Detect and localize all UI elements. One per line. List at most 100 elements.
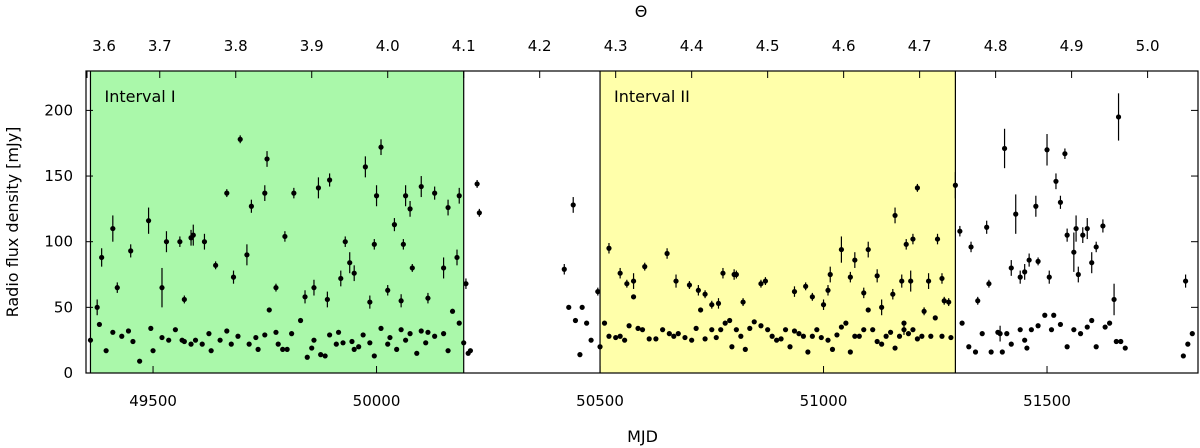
data-point: [890, 291, 896, 297]
data-point: [892, 212, 898, 219]
data-point: [327, 177, 333, 183]
data-point: [340, 340, 346, 346]
data-point: [1100, 223, 1106, 229]
data-point: [333, 341, 339, 347]
data-point: [986, 281, 992, 287]
data-point: [773, 337, 780, 343]
data-point: [235, 333, 241, 339]
data-point: [695, 287, 701, 293]
top-tick-label: 3.6: [92, 37, 116, 55]
data-point: [588, 337, 594, 343]
data-point: [671, 333, 677, 339]
data-point: [740, 299, 746, 305]
data-point: [248, 203, 254, 209]
data-point: [432, 190, 438, 196]
data-point: [673, 278, 679, 284]
data-point: [425, 329, 431, 335]
data-point: [919, 333, 925, 339]
data-point: [999, 349, 1005, 355]
data-point: [463, 281, 469, 287]
data-point: [190, 232, 196, 238]
data-point: [698, 307, 704, 313]
data-point: [805, 349, 811, 355]
data-point: [311, 337, 317, 343]
data-point: [322, 353, 328, 359]
data-point: [1057, 199, 1064, 205]
data-point: [391, 222, 398, 228]
data-point: [338, 275, 344, 282]
data-point: [206, 331, 212, 337]
data-point: [762, 278, 769, 284]
data-point: [130, 338, 136, 345]
data-point: [870, 327, 876, 333]
data-point: [1046, 274, 1052, 280]
data-point: [423, 340, 429, 346]
data-point: [934, 236, 941, 242]
data-point: [394, 346, 400, 352]
plot-frame: [85, 70, 1199, 374]
data-point: [378, 325, 384, 331]
data-point: [1093, 344, 1099, 350]
data-point: [273, 329, 279, 335]
data-point: [606, 333, 612, 339]
data-point: [159, 334, 165, 341]
data-point: [787, 344, 793, 350]
data-point: [664, 250, 670, 257]
data-point: [324, 296, 330, 303]
data-point: [758, 281, 764, 287]
data-point: [825, 337, 831, 343]
top-tick-label: 4.2: [528, 37, 552, 55]
interval-layer: Interval I Interval II: [89, 71, 956, 373]
data-point: [702, 291, 708, 297]
data-point: [445, 348, 451, 354]
data-point: [159, 285, 165, 291]
data-point: [624, 281, 630, 287]
data-point: [425, 295, 431, 301]
data-point: [709, 327, 715, 333]
data-point: [852, 257, 858, 263]
data-point: [304, 354, 310, 360]
data-point: [418, 328, 424, 334]
data-point: [440, 265, 447, 271]
data-point: [910, 236, 916, 242]
data-point: [1115, 114, 1122, 120]
data-point: [675, 331, 681, 337]
data-point: [606, 245, 612, 251]
data-point: [613, 334, 619, 341]
data-point: [865, 246, 871, 253]
data-point: [1001, 145, 1008, 152]
data-point: [137, 358, 143, 364]
data-point: [335, 329, 342, 335]
data-point: [342, 239, 348, 245]
data-point: [622, 337, 628, 343]
data-point: [879, 341, 885, 347]
data-point: [713, 334, 719, 341]
data-point: [349, 338, 355, 345]
data-point: [642, 264, 648, 270]
data-point: [94, 304, 100, 310]
data-point: [360, 332, 366, 338]
data-point: [273, 285, 279, 291]
top-tick-label: 4.1: [452, 37, 476, 55]
data-point: [385, 341, 391, 347]
data-point: [834, 332, 840, 338]
data-point: [584, 320, 590, 326]
data-point: [280, 346, 286, 352]
data-point: [782, 327, 789, 333]
data-point: [660, 327, 666, 333]
data-point: [579, 304, 585, 310]
data-point: [814, 327, 820, 333]
data-point: [883, 333, 889, 339]
data-point: [103, 348, 109, 354]
data-point: [302, 294, 308, 300]
data-point: [385, 287, 391, 293]
data-point: [177, 239, 183, 245]
data-point: [1026, 257, 1032, 263]
data-point: [1107, 320, 1113, 326]
data-point: [874, 338, 880, 345]
data-point: [284, 346, 290, 352]
data-point: [1044, 147, 1050, 153]
y-axis-title: Radio flux density [mJy]: [3, 127, 22, 318]
data-point: [1035, 323, 1041, 329]
data-point: [407, 331, 413, 337]
